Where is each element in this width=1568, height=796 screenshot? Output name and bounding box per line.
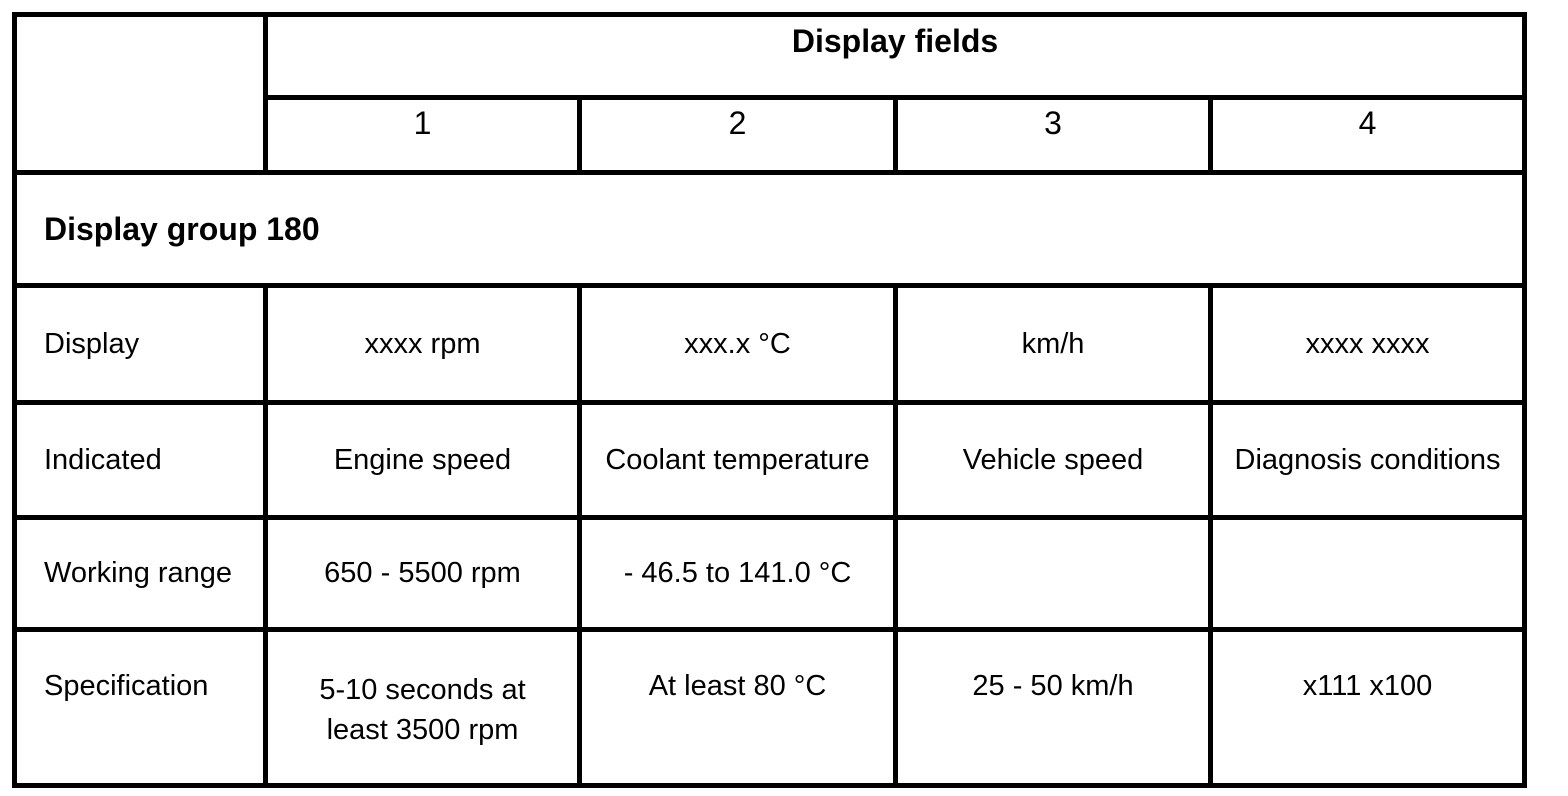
column-number-1: 1: [263, 95, 582, 175]
column-number-4: 4: [1207, 95, 1528, 175]
corner-cell: [12, 12, 268, 175]
row-label-specification: Specification: [12, 627, 268, 788]
row-label-indicated: Indicated: [12, 400, 268, 520]
row-label-working-range: Working range: [12, 515, 268, 632]
table-title: Display fields: [262, 12, 1528, 100]
cell-display-2: xxx.x °C: [577, 283, 898, 405]
cell-display-1: xxxx rpm: [263, 283, 582, 405]
table-row: Display xxxx rpm xxx.x °C km/h xxxx xxxx: [12, 283, 1528, 405]
cell-specification-2: At least 80 °C: [577, 627, 898, 788]
display-group-heading: Display group 180: [11, 170, 1528, 288]
display-fields-table: Display fields 1 2 3 4 Display group 180…: [11, 12, 1528, 788]
cell-working-range-4: [1207, 515, 1528, 632]
cell-specification-4: x111 x100: [1207, 627, 1528, 788]
cell-specification-1: 5-10 seconds at least 3500 rpm: [263, 627, 582, 788]
cell-display-4: xxxx xxxx: [1207, 283, 1528, 405]
cell-indicated-4: Diagnosis conditions: [1207, 400, 1528, 520]
cell-working-range-1: 650 - 5500 rpm: [263, 515, 582, 632]
table-row: Working range 650 - 5500 rpm - 46.5 to 1…: [12, 515, 1528, 632]
specification-wrapped-text: 5-10 seconds at least 3500 rpm: [319, 674, 526, 747]
cell-working-range-3: [893, 515, 1213, 632]
cell-display-3: km/h: [893, 283, 1213, 405]
cell-working-range-2: - 46.5 to 141.0 °C: [577, 515, 898, 632]
table-row: Indicated Engine speed Coolant temperatu…: [12, 400, 1528, 520]
column-number-2: 2: [577, 95, 898, 175]
cell-indicated-1: Engine speed: [263, 400, 582, 520]
row-label-display: Display: [12, 283, 268, 405]
table-row: Specification 5-10 seconds at least 3500…: [12, 627, 1528, 788]
cell-indicated-3: Vehicle speed: [893, 400, 1213, 520]
cell-specification-3: 25 - 50 km/h: [893, 627, 1213, 788]
cell-indicated-2: Coolant temperature: [577, 400, 898, 520]
column-number-3: 3: [893, 95, 1213, 175]
